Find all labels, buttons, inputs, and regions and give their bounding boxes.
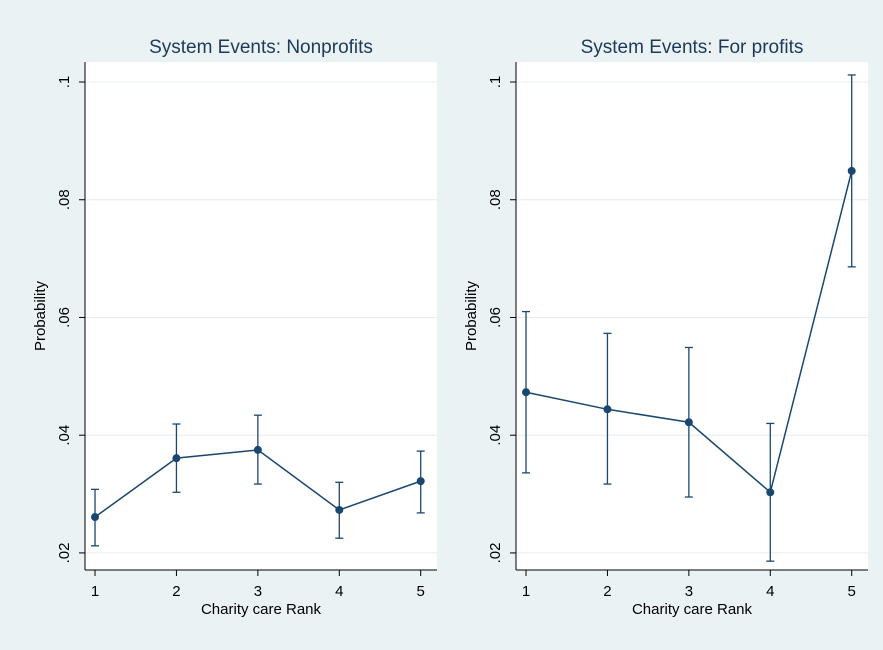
point: [847, 166, 856, 175]
x-tick-label: 5: [417, 583, 425, 600]
x-axis-title: Charity care Rank: [201, 601, 322, 618]
y-tick-label: .06: [56, 307, 73, 328]
y-tick-label: .08: [56, 189, 73, 210]
y-tick-label: .04: [56, 425, 73, 446]
x-tick-label: 2: [603, 583, 611, 600]
point: [766, 488, 775, 497]
point: [253, 445, 262, 454]
point: [416, 477, 425, 486]
x-tick-label: 3: [685, 583, 693, 600]
point: [684, 418, 693, 427]
chart-title: System Events: For profits: [581, 37, 804, 58]
y-tick-label: .04: [487, 425, 504, 446]
plot-area: [85, 62, 437, 570]
x-tick-label: 3: [254, 583, 262, 600]
x-tick-label: 2: [172, 583, 180, 600]
y-tick-label: .06: [487, 307, 504, 328]
y-tick-label: .1: [56, 76, 73, 89]
y-tick-label: .02: [487, 542, 504, 563]
y-axis-title: Probability: [32, 280, 49, 351]
point: [91, 513, 100, 522]
point: [335, 505, 344, 514]
y-tick-label: .1: [487, 76, 504, 89]
y-tick-label: .02: [56, 542, 73, 563]
x-tick-label: 5: [848, 583, 856, 600]
x-tick-label: 4: [335, 583, 343, 600]
point: [603, 405, 612, 414]
point: [522, 388, 531, 397]
x-tick-label: 4: [766, 583, 774, 600]
y-tick-label: .08: [487, 189, 504, 210]
chart-title: System Events: Nonprofits: [149, 37, 373, 58]
plot-area: [516, 62, 868, 570]
x-tick-label: 1: [91, 583, 99, 600]
x-tick-label: 1: [522, 583, 530, 600]
point: [172, 454, 181, 463]
x-axis-title: Charity care Rank: [632, 601, 753, 618]
y-axis-title: Probability: [463, 280, 480, 351]
